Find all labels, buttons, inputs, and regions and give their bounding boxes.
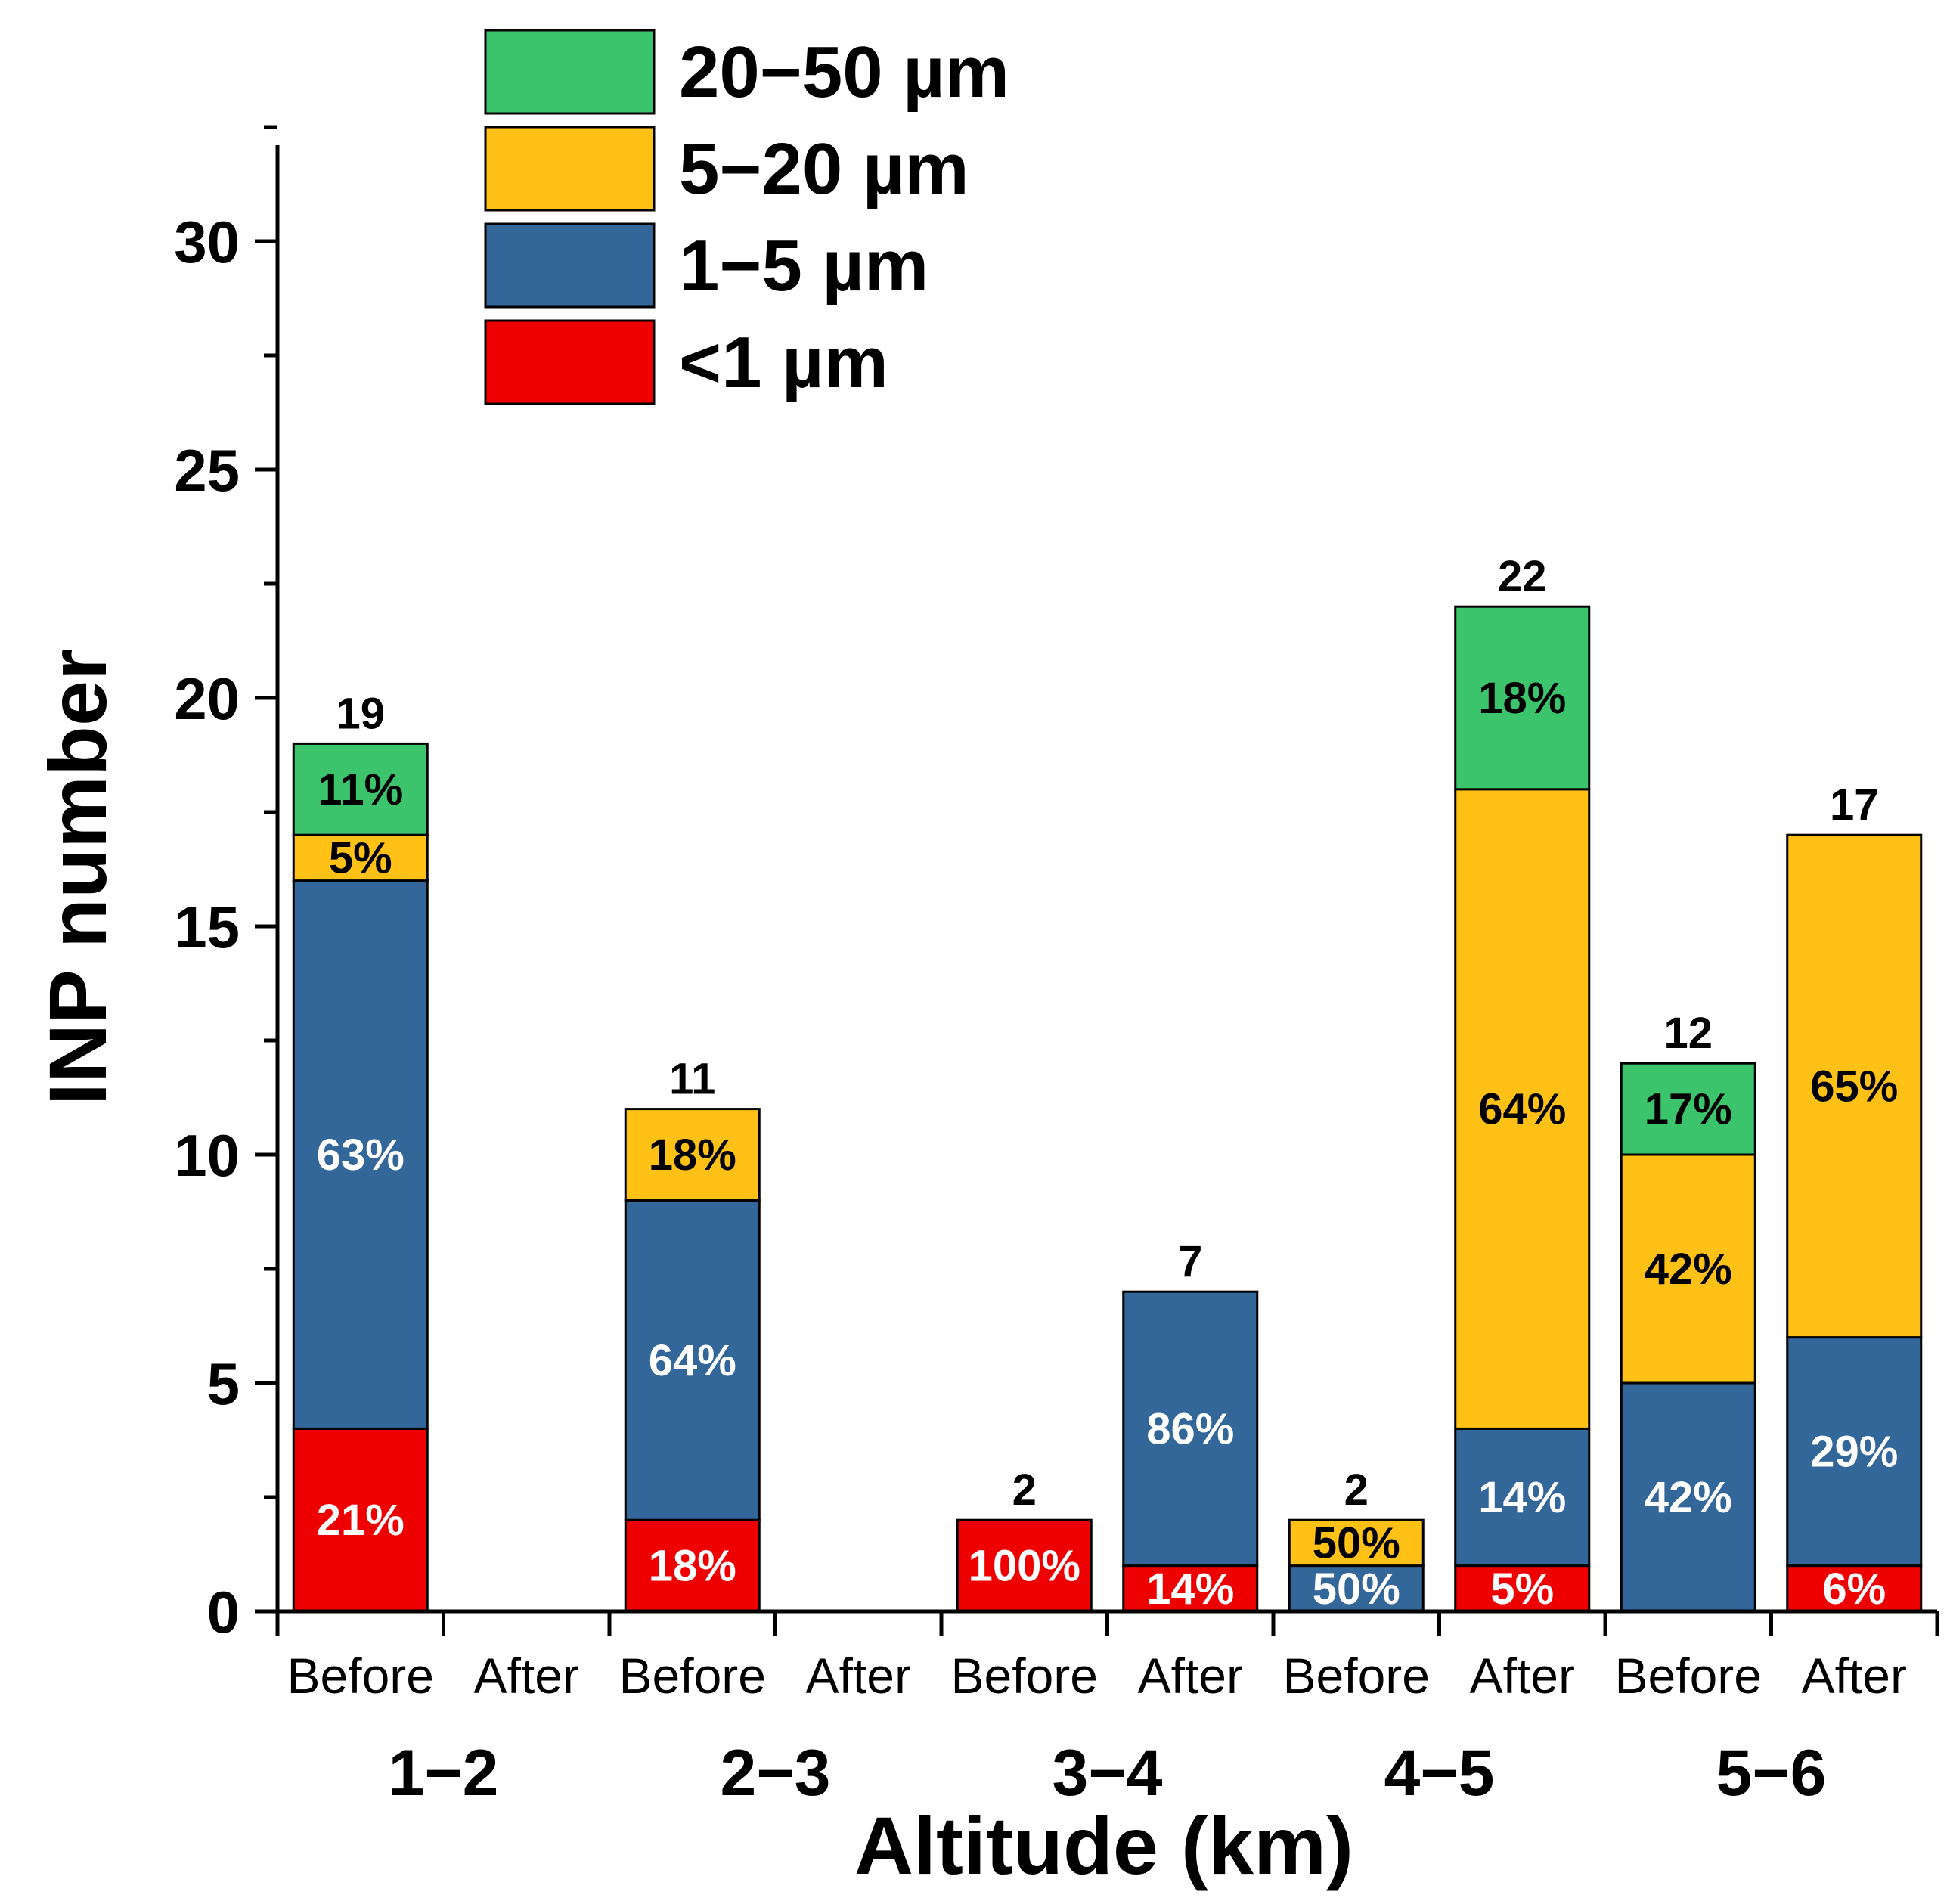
x-category-label: After [1138, 1648, 1243, 1704]
y-tick-label: 30 [174, 209, 240, 275]
segment-percent-label: 50% [1313, 1518, 1400, 1568]
legend-label: 5−20 µm [679, 129, 969, 209]
bar-total-label: 11 [669, 1055, 715, 1104]
bar-total-label: 2 [1344, 1465, 1369, 1515]
bar-segment [956, 1518, 1093, 1613]
bar-segment [624, 1108, 761, 1202]
segment-percent-label: 18% [1478, 674, 1566, 723]
legend-swatch [484, 319, 656, 405]
x-group-label: 5−6 [1716, 1737, 1827, 1809]
bar-segment [1620, 1381, 1756, 1613]
bar-segment [1620, 1062, 1756, 1156]
bar-segment [1122, 1290, 1259, 1568]
bar-total-label: 7 [1178, 1237, 1202, 1286]
segment-percent-label: 50% [1313, 1564, 1400, 1614]
segment-percent-label: 100% [969, 1542, 1080, 1591]
segment-percent-label: 42% [1645, 1473, 1732, 1522]
x-category-label: Before [1615, 1648, 1762, 1704]
bar-total-label: 12 [1663, 1009, 1713, 1058]
x-group-label: 4−5 [1384, 1737, 1495, 1809]
y-axis-title: INP number [32, 649, 123, 1105]
segment-percent-label: 65% [1810, 1062, 1898, 1111]
y-tick-label: 15 [174, 894, 240, 960]
y-tick-label: 0 [207, 1579, 240, 1645]
bar-segment [624, 1199, 761, 1521]
bar-segment [292, 879, 429, 1430]
x-group-label: 2−3 [721, 1737, 831, 1809]
segment-percent-label: 11% [318, 765, 403, 814]
segment-percent-label: 64% [649, 1336, 736, 1385]
y-tick-label: 5 [207, 1350, 240, 1417]
bar-total-label: 17 [1830, 780, 1879, 830]
segment-percent-label: 14% [1478, 1473, 1566, 1522]
segment-percent-label: 18% [649, 1130, 736, 1180]
legend-label: <1 µm [679, 322, 888, 403]
x-group-label: 1−2 [389, 1737, 499, 1809]
x-category-label: After [1470, 1648, 1575, 1704]
x-category-label: Before [619, 1648, 766, 1704]
legend-label: 1−5 µm [679, 225, 928, 306]
bar-segment [1786, 1336, 1923, 1568]
y-tick-label: 25 [174, 437, 240, 504]
bar-total-label: 2 [1012, 1465, 1037, 1515]
x-group-label: 3−4 [1053, 1737, 1163, 1809]
y-axis: 0 5 10 15 20 25 30 [174, 125, 280, 1645]
segment-percent-label: 21% [317, 1496, 405, 1545]
bar-segment [1454, 605, 1591, 791]
bar-segment [1454, 788, 1591, 1430]
segment-percent-label: 42% [1645, 1245, 1732, 1294]
bar-segment [1288, 1518, 1425, 1568]
legend-label: 20−50 µm [679, 32, 1009, 113]
legend-swatch [484, 126, 656, 212]
x-category-label: After [806, 1648, 911, 1704]
x-category-label: Before [287, 1648, 434, 1704]
x-category-label: After [474, 1648, 579, 1704]
bar-segment [292, 742, 429, 836]
x-axis-title: Altitude (km) [854, 1800, 1353, 1891]
segment-percent-label: 5% [1490, 1564, 1554, 1614]
bars: 21%63%5%11%1918%64%18%11100%214%86%750%5… [292, 552, 1923, 1614]
bar-segment [1786, 1564, 1923, 1613]
x-category-label: Before [951, 1648, 1098, 1704]
segment-percent-label: 64% [1478, 1085, 1566, 1134]
segment-percent-label: 5% [329, 833, 392, 882]
segment-percent-label: 17% [1645, 1085, 1732, 1134]
y-tick-label: 10 [174, 1122, 240, 1189]
legend-swatch [484, 222, 656, 309]
legend-swatch [484, 29, 656, 115]
bar-segment [1288, 1564, 1425, 1613]
legend: 20−50 µm 5−20 µm 1−5 µm <1 µm [484, 29, 1009, 405]
y-tick-label: 20 [174, 665, 240, 732]
segment-percent-label: 18% [649, 1542, 736, 1591]
bar-segment [292, 1427, 429, 1613]
segment-percent-label: 29% [1810, 1428, 1898, 1477]
x-category-label: After [1802, 1648, 1907, 1704]
segment-percent-label: 63% [317, 1130, 405, 1180]
bar-segment [1620, 1153, 1756, 1385]
x-category-label: Before [1283, 1648, 1430, 1704]
bar-total-label: 19 [336, 689, 385, 738]
bar-total-label: 22 [1498, 552, 1547, 601]
segment-percent-label: 86% [1146, 1404, 1234, 1453]
segment-percent-label: 14% [1146, 1564, 1234, 1614]
x-axis: Before After Before After Before After Before A… [275, 1609, 1939, 1809]
bar-segment [1786, 833, 1923, 1339]
segment-percent-label: 6% [1822, 1564, 1886, 1614]
